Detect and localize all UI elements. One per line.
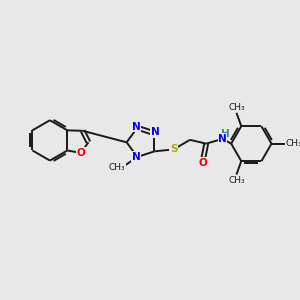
Text: S: S xyxy=(170,144,177,154)
Text: O: O xyxy=(76,148,85,158)
Text: H: H xyxy=(221,129,230,139)
Text: CH₃: CH₃ xyxy=(228,176,245,185)
Text: CH₃: CH₃ xyxy=(228,103,245,112)
Text: N: N xyxy=(218,134,227,144)
Text: N: N xyxy=(151,127,160,137)
Text: N: N xyxy=(132,122,141,132)
Text: N: N xyxy=(132,152,141,162)
Text: CH₃: CH₃ xyxy=(285,139,300,148)
Text: CH₃: CH₃ xyxy=(109,163,125,172)
Text: O: O xyxy=(198,158,207,168)
